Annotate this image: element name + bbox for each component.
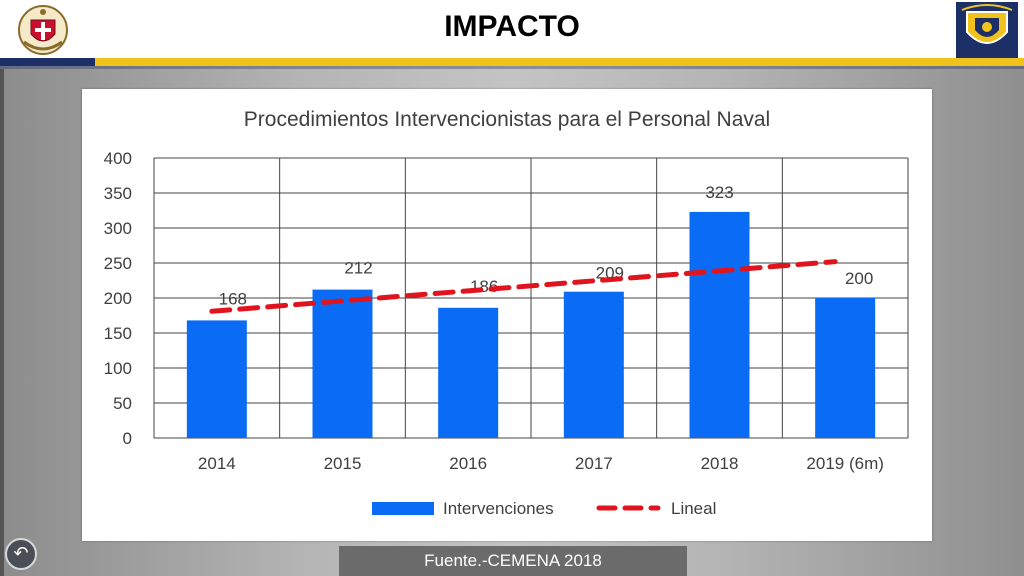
legend-label-trend: Lineal [671, 499, 716, 518]
y-tick-label: 250 [104, 254, 132, 273]
bar-2016 [438, 307, 499, 438]
data-label: 168 [219, 289, 247, 308]
y-tick-label: 100 [104, 359, 132, 378]
legend-label-bars: Intervenciones [443, 499, 554, 518]
page-title: IMPACTO [444, 10, 580, 43]
bar-2015 [312, 289, 373, 438]
source-caption: Fuente.-CEMENA 2018 [339, 546, 687, 576]
x-tick-label: 2018 [701, 454, 739, 473]
y-tick-label: 200 [104, 289, 132, 308]
header-bar: IMPACTO [0, 0, 1024, 58]
y-tick-label: 400 [104, 149, 132, 168]
x-tick-label: 2017 [575, 454, 613, 473]
y-tick-label: 300 [104, 219, 132, 238]
y-tick-label: 50 [113, 394, 132, 413]
header-stripe-navy [0, 58, 95, 66]
trendline [209, 259, 838, 314]
y-tick-label: 350 [104, 184, 132, 203]
legend-swatch-bars [372, 502, 434, 515]
bar-2014 [186, 320, 247, 438]
header-stripe-gold [95, 58, 1024, 66]
naval-shield-crest-icon [956, 2, 1018, 58]
data-label: 323 [705, 183, 733, 202]
bar-chart: Procedimientos Intervencionistas para el… [104, 108, 909, 518]
data-label: 200 [845, 269, 873, 288]
x-tick-label: 2014 [198, 454, 236, 473]
header-divider [0, 66, 1024, 69]
chart-card: Procedimientos Intervencionistas para el… [82, 89, 932, 541]
y-tick-label: 0 [123, 429, 132, 448]
back-arrow-icon[interactable]: ↶ [5, 538, 37, 570]
bar-2019 [815, 298, 876, 438]
x-tick-label: 2016 [449, 454, 487, 473]
bar-2018 [689, 211, 750, 438]
x-tick-label: 2019 (6m) [806, 454, 883, 473]
data-label: 212 [344, 259, 372, 278]
left-edge-bar [0, 69, 4, 576]
naval-health-crest-icon [14, 4, 72, 56]
bar-2017 [563, 291, 624, 438]
chart-title: Procedimientos Intervencionistas para el… [244, 108, 770, 131]
x-tick-label: 2015 [324, 454, 362, 473]
y-tick-label: 150 [104, 324, 132, 343]
